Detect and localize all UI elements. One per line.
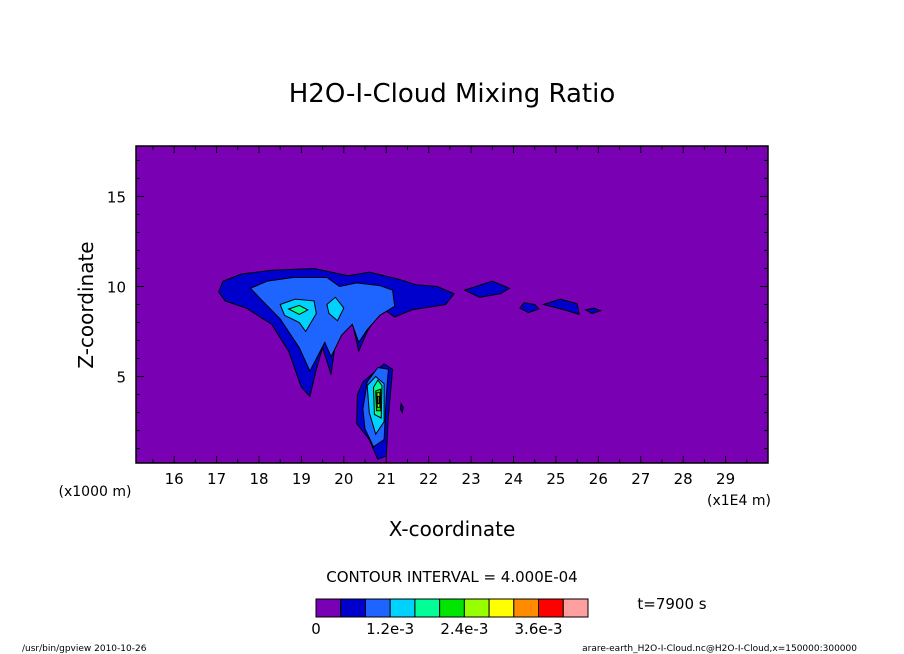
x-tick-label: 19	[292, 470, 311, 488]
y-axis: 5 10 15	[107, 159, 768, 450]
colorbar-swatch	[538, 598, 564, 618]
x-tick-label: 16	[165, 470, 184, 488]
colorbar-swatch	[340, 598, 366, 618]
x-tick-label: 20	[334, 470, 353, 488]
y-unit-label: (x1000 m)	[59, 484, 132, 500]
x-tick-label: 23	[462, 470, 481, 488]
colorbar-swatch	[488, 598, 515, 618]
contour-region-level-1	[519, 302, 540, 314]
x-tick-label: 27	[631, 470, 650, 488]
y-tick-label: 15	[107, 188, 126, 206]
x-axis-label: X-coordinate	[389, 517, 516, 541]
x-tick-label: 22	[419, 470, 438, 488]
y-axis-label: Z-coordinate	[74, 241, 98, 368]
contour-region-level-1	[584, 307, 602, 315]
colorbar-swatch	[389, 598, 416, 618]
footer-left: /usr/bin/gpview 2010-10-26	[22, 644, 147, 654]
chart-title: H2O-I-Cloud Mixing Ratio	[289, 79, 616, 109]
x-tick-label: 26	[589, 470, 608, 488]
colorbar	[315, 598, 589, 618]
y-tick-label: 5	[116, 369, 126, 387]
colorbar-label: 2.4e-3	[440, 620, 488, 638]
colorbar-swatch	[439, 598, 465, 618]
x-tick-label: 17	[207, 470, 226, 488]
colorbar-label: 1.2e-3	[366, 620, 414, 638]
contour-region-level-7	[377, 395, 380, 405]
colorbar-swatch	[463, 598, 490, 618]
colorbar-swatch	[364, 598, 391, 618]
colorbar-swatch	[414, 598, 441, 618]
footer-right: arare-earth_H2O-I-Cloud.nc@H2O-I-Cloud,x…	[582, 644, 857, 654]
colorbar-swatch	[315, 598, 342, 618]
x-tick-label: 28	[674, 470, 693, 488]
colorbar-swatch	[562, 598, 589, 618]
contour-region-level-3	[326, 296, 345, 322]
x-tick-label: 29	[716, 470, 735, 488]
time-label: t=7900 s	[637, 595, 706, 613]
colorbar-label: 3.6e-3	[515, 620, 563, 638]
x-unit-label: (x1E4 m)	[707, 493, 771, 509]
x-tick-label: 25	[546, 470, 565, 488]
contour-region-level-3	[279, 298, 317, 333]
contour-region-level-4	[287, 304, 309, 315]
contour-region-level-1	[463, 280, 511, 298]
colorbar-swatch	[513, 598, 540, 618]
x-tick-label: 24	[504, 470, 523, 488]
contour-regions	[218, 267, 602, 461]
contour-interval-label: CONTOUR INTERVAL = 4.000E-04	[326, 568, 577, 586]
contour-region-level-1	[541, 298, 580, 316]
contour-region-level-2	[249, 277, 396, 373]
plot-background	[136, 146, 768, 463]
x-tick-label: 18	[249, 470, 268, 488]
y-tick-label: 10	[107, 278, 126, 296]
colorbar-labels: 0 1.2e-3 2.4e-3 3.6e-3	[311, 620, 562, 638]
colorbar-label: 0	[311, 620, 321, 638]
contour-region-level-1	[399, 402, 404, 415]
x-axis: 16 17 18 19 20 21 22 23 24 25 26 27 28 29	[152, 146, 748, 488]
plot-area	[135, 145, 769, 464]
x-tick-label: 21	[377, 470, 396, 488]
